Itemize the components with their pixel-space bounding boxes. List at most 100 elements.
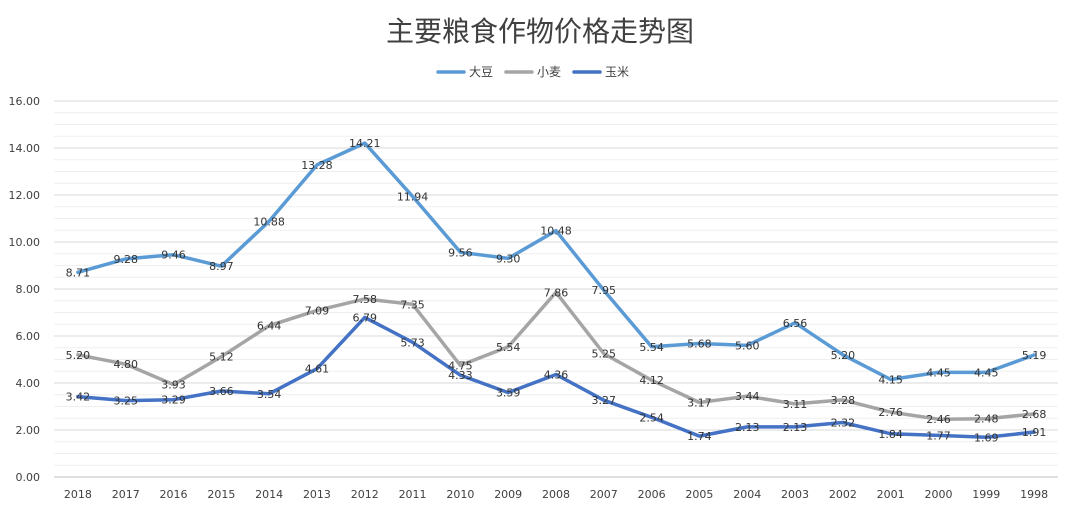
data-label: 2.68 xyxy=(1022,408,1047,421)
data-label: 11.94 xyxy=(397,190,429,203)
series-lines xyxy=(76,141,1036,440)
data-label: 2.46 xyxy=(926,413,951,426)
data-label: 4.45 xyxy=(974,366,999,379)
data-label: 1.84 xyxy=(878,428,903,441)
x-tick-label: 2000 xyxy=(924,488,952,501)
y-tick-label: 6.00 xyxy=(16,330,41,343)
data-label: 2.32 xyxy=(831,416,856,429)
data-label: 3.17 xyxy=(687,397,712,410)
data-label: 1.69 xyxy=(974,431,999,444)
legend: 大豆 小麦 玉米 xyxy=(436,65,629,79)
data-label: 2.13 xyxy=(735,421,760,434)
x-tick-label: 2012 xyxy=(351,488,379,501)
x-tick-label: 1998 xyxy=(1020,488,1048,501)
data-label: 9.30 xyxy=(496,252,521,265)
x-tick-label: 2016 xyxy=(160,488,188,501)
data-label: 5.20 xyxy=(831,349,856,362)
data-label: 10.48 xyxy=(540,225,572,238)
data-label: 13.28 xyxy=(301,159,333,172)
data-label: 4.33 xyxy=(448,369,473,382)
x-tick-label: 2014 xyxy=(255,488,283,501)
x-tick-label: 2008 xyxy=(542,488,570,501)
data-label: 3.25 xyxy=(113,395,138,408)
data-label: 4.15 xyxy=(878,373,903,386)
data-label: 10.88 xyxy=(253,215,285,228)
y-tick-label: 14.00 xyxy=(9,142,41,155)
data-label: 5.19 xyxy=(1022,349,1047,362)
legend-label: 玉米 xyxy=(605,65,629,79)
data-label: 3.28 xyxy=(831,394,856,407)
x-tick-label: 2003 xyxy=(781,488,809,501)
data-label: 2.48 xyxy=(974,413,999,426)
data-label: 2.13 xyxy=(783,421,808,434)
data-label: 2.54 xyxy=(639,411,664,424)
chart-title: 主要粮食作物价格走势图 xyxy=(385,15,694,48)
data-label: 9.28 xyxy=(113,253,138,266)
data-label: 4.80 xyxy=(113,358,138,371)
data-label: 5.12 xyxy=(209,351,234,364)
data-label: 2.76 xyxy=(878,406,903,419)
data-label: 6.56 xyxy=(783,317,808,330)
x-tick-label: 2009 xyxy=(494,488,522,501)
y-tick-label: 12.00 xyxy=(9,189,41,202)
data-label: 6.44 xyxy=(257,320,282,333)
x-tick-label: 2007 xyxy=(590,488,618,501)
y-tick-label: 4.00 xyxy=(16,377,41,390)
data-label: 7.58 xyxy=(353,293,378,306)
data-label: 9.46 xyxy=(161,249,186,262)
y-tick-label: 2.00 xyxy=(16,424,41,437)
series-line xyxy=(76,315,1036,440)
data-label: 4.61 xyxy=(305,363,330,376)
data-label: 3.59 xyxy=(496,387,521,400)
data-label: 3.29 xyxy=(161,394,186,407)
data-label: 3.54 xyxy=(257,388,282,401)
x-tick-label: 1999 xyxy=(972,488,1000,501)
x-tick-label: 2015 xyxy=(207,488,235,501)
data-label: 4.12 xyxy=(639,374,664,387)
x-tick-label: 2004 xyxy=(733,488,761,501)
x-tick-label: 2010 xyxy=(446,488,474,501)
data-label: 7.95 xyxy=(592,284,617,297)
data-label: 3.27 xyxy=(592,394,617,407)
axes: 0.00 2.00 4.00 6.00 8.00 10.00 12.00 14.00 16.00… xyxy=(9,95,1058,501)
data-label: 3.42 xyxy=(66,391,91,404)
x-tick-label: 2002 xyxy=(829,488,857,501)
data-label: 5.68 xyxy=(687,338,712,351)
x-tick-label: 2018 xyxy=(64,488,92,501)
x-tick-label: 2013 xyxy=(303,488,331,501)
y-tick-label: 8.00 xyxy=(16,283,41,296)
data-label: 1.74 xyxy=(687,430,712,443)
y-tick-label: 0.00 xyxy=(16,471,41,484)
data-labels: 8.71 9.28 9.46 8.97 10.88 13.28 14.21 11.94 9.56… xyxy=(66,137,1047,444)
data-label: 4.45 xyxy=(926,366,951,379)
data-label: 14.21 xyxy=(349,137,381,150)
data-label: 3.66 xyxy=(209,385,234,398)
data-label: 5.20 xyxy=(66,349,91,362)
data-label: 7.86 xyxy=(544,286,569,299)
x-tick-label: 2005 xyxy=(685,488,713,501)
data-label: 9.56 xyxy=(448,246,473,259)
data-label: 5.73 xyxy=(400,336,425,349)
series-line xyxy=(76,290,1036,421)
data-label: 8.71 xyxy=(66,266,91,279)
x-tick-label: 2001 xyxy=(877,488,905,501)
series-line xyxy=(76,141,1036,382)
data-label: 3.44 xyxy=(735,390,760,403)
data-label: 3.11 xyxy=(783,398,808,411)
data-label: 1.91 xyxy=(1022,426,1047,439)
data-label: 4.75 xyxy=(448,359,473,372)
data-label: 5.54 xyxy=(496,341,521,354)
legend-label: 小麦 xyxy=(537,65,561,79)
x-tick-label: 2017 xyxy=(112,488,140,501)
data-label: 6.79 xyxy=(353,311,378,324)
x-tick-label: 2011 xyxy=(399,488,427,501)
data-label: 3.93 xyxy=(161,379,186,392)
data-label: 5.60 xyxy=(735,339,760,352)
data-label: 1.77 xyxy=(926,429,951,442)
data-label: 8.97 xyxy=(209,260,234,273)
data-label: 7.09 xyxy=(305,304,330,317)
data-label: 4.36 xyxy=(544,369,569,382)
data-label: 5.54 xyxy=(639,341,664,354)
